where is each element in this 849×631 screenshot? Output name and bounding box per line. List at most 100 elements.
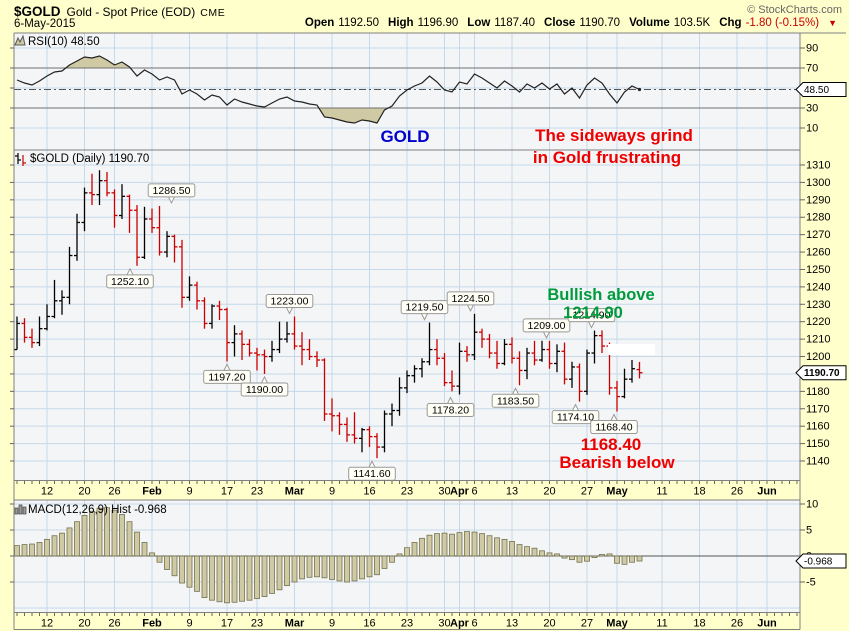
macd-axis-label: 10 [806,499,818,511]
macd-histogram-bar [299,555,305,580]
macd-histogram-bar [486,535,493,557]
macd-histogram-bar [554,553,560,557]
macd-histogram-bar [621,555,628,565]
macd-histogram-bar [614,555,620,564]
ohlc-bar [516,351,523,386]
macd-histogram-bar [539,550,545,557]
macd-histogram-bar [141,542,148,557]
macd-histogram-bar [81,515,88,557]
macd-histogram-bar [119,514,125,557]
ohlc-bar [224,307,230,362]
ohlc-bar [276,321,283,354]
ohlc-bar [299,332,305,366]
white-highlight-box [608,344,655,355]
quote-row: Open 1192.50 High 1196.90 Low 1187.40 Close 119… [305,17,837,29]
macd-histogram-bar [149,552,155,557]
macd-histogram-bar [396,553,403,557]
quote-value-volume: 103.5K [673,17,711,29]
x-axis-label: 23 [401,618,413,630]
macd-panel-label: MACD(12,26,9) Hist -0.968 [28,504,167,516]
ohlc-bar [29,328,35,348]
macd-histogram-bar [246,555,253,601]
rsi-axis-label: 70 [806,63,818,75]
macd-histogram-bar [179,555,185,584]
x-axis-label: 17 [221,486,233,498]
ohlc-bar [344,417,350,442]
price-callout-text: 1209.00 [528,320,566,332]
x-axis-label: Mar [285,618,305,630]
macd-histogram-bar [231,555,238,603]
macd-histogram-bar [599,554,605,557]
ohlc-bar [434,339,440,366]
x-axis-label: 12 [41,486,53,498]
ohlc-bar [314,351,320,367]
ohlc-bar [186,276,193,301]
x-axis-label: Mar [285,486,305,498]
macd-histogram-bar [359,555,365,580]
macd-icon [14,504,27,515]
x-axis-label: 18 [693,486,705,498]
price-callout: 1190.00 [240,375,289,397]
x-axis-label: 6 [471,618,477,630]
ohlc-bar [636,361,643,379]
macd-histogram-bar [74,521,80,557]
quote-label-open: Open [304,17,335,29]
x-axis-label: Jun [757,486,777,498]
macd-histogram-bar [59,532,65,557]
ohlc-bar [59,290,65,315]
x-axis-label: May [606,486,628,498]
macd-histogram-bar [479,533,485,557]
macd-histogram-bar [254,555,260,600]
x-axis-label: Feb [142,486,162,498]
frame-lines [13,32,846,630]
x-axis-label: 13 [506,486,518,498]
x-axis-label: 23 [251,486,263,498]
price-axis-label: 1180 [806,386,830,398]
price-callout-text: 1223.00 [271,295,309,307]
rsi-annotation: The sideways grind [535,126,693,145]
macd-histogram-bar [584,555,590,562]
macd-histogram-bar [111,509,118,557]
x-axis-label: Jun [757,618,777,630]
quote-label-high: High [388,17,414,29]
ohlc-bar [201,297,208,329]
macd-histogram-bar [411,542,418,557]
price-callout: 1252.10 [106,267,154,289]
quote-label-chg: Chg [719,17,742,29]
macd-histogram-bar [306,555,313,578]
macd-histogram-bar [389,555,395,563]
macd-histogram-bar [606,553,613,557]
price-axis-label: 1310 [806,160,830,172]
price-callout: 1286.50 [147,183,196,205]
ohlc-bar [321,358,328,421]
macd-histogram-bar [29,543,35,557]
ohlc-bar [89,173,95,206]
x-axis-label: 27 [581,486,593,498]
ohlc-bar [246,339,253,357]
ohlc-bar [441,353,448,387]
x-axis-label: 20 [543,486,555,498]
macd-histogram-bar [201,555,208,598]
quote-value-open: 1192.50 [338,17,380,29]
ohlc-bar [209,304,215,329]
x-axis-label: 30 [438,486,450,498]
x-axis-label: 20 [78,618,90,630]
ohlc-bar [111,189,118,228]
ohlc-bar [171,234,178,263]
x-axis-label: 26 [731,486,743,498]
macd-histogram-bar [89,510,95,557]
price-annotation: 1168.40 [581,435,642,454]
macd-histogram-bar [21,544,28,557]
quote-value-low: 1187.40 [494,17,536,29]
ohlc-bar [621,368,628,399]
macd-histogram-bar [164,555,170,570]
ohlc-bar [179,239,185,308]
quote-value-chg: -1.80 (-0.15%) [745,17,820,29]
price-callout-text: 1168.40 [595,422,632,434]
price-callout: 1168.40 [590,413,638,435]
x-axis-label: 27 [581,618,593,630]
x-axis-label: 9 [329,486,335,498]
ohlc-bar [261,349,268,374]
macd-histogram-bar [636,555,643,562]
